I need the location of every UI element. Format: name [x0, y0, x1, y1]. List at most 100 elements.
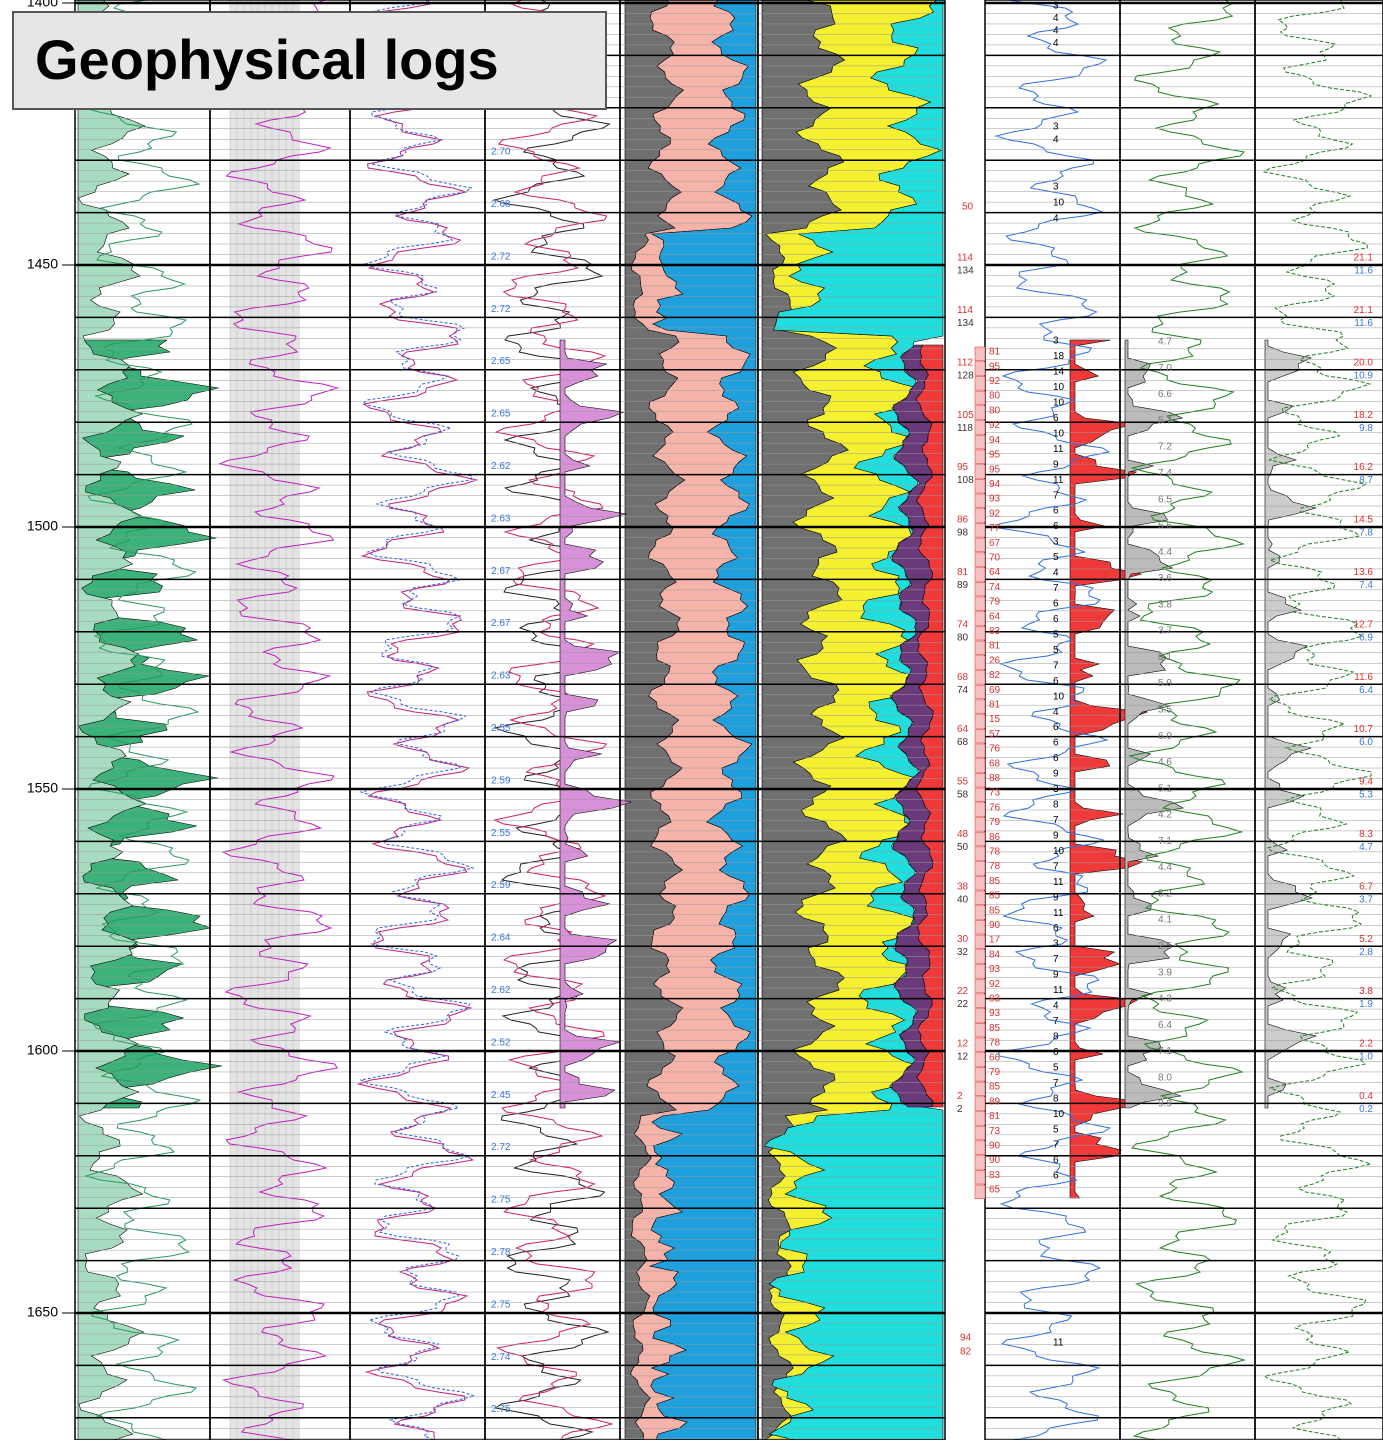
interval-box: [975, 1170, 985, 1184]
value-label: 1.0: [1359, 1052, 1373, 1063]
value-label: 2.70: [491, 147, 511, 158]
value-label: 7: [1053, 583, 1059, 594]
interval-box: [975, 656, 985, 670]
value-label: 93: [989, 1008, 1001, 1019]
value-label: 66: [989, 1052, 1001, 1063]
value-label: 93: [989, 994, 1001, 1005]
value-label: 1500: [27, 518, 58, 534]
value-label: 21.1: [1354, 253, 1374, 264]
interval-box: [975, 729, 985, 743]
interval-box: [975, 1156, 985, 1170]
interval-box: [975, 994, 985, 1008]
value-label: 4.4: [1158, 547, 1172, 558]
interval-box: [975, 759, 985, 773]
value-label: 6.6: [1158, 389, 1172, 400]
value-label: 6: [1053, 521, 1059, 532]
value-label: 80: [989, 405, 1001, 416]
value-label: 10.7: [1354, 724, 1374, 735]
value-label: 95: [989, 450, 1001, 461]
interval-box: [975, 435, 985, 449]
value-label: 17: [989, 935, 1001, 946]
interval-box: [975, 817, 985, 831]
value-label: 7: [1053, 660, 1059, 671]
value-label: 134: [957, 318, 974, 329]
value-label: 81: [989, 1111, 1001, 1122]
interval-box: [975, 685, 985, 699]
value-label: 4.7: [1158, 337, 1172, 348]
value-label: 6: [1053, 1155, 1059, 1166]
value-label: 76: [989, 802, 1001, 813]
value-label: 2.72: [491, 1142, 511, 1153]
value-label: 79: [989, 1067, 1001, 1078]
interval-box: [975, 803, 985, 817]
value-label: 2.59: [491, 775, 511, 786]
interval-box: [975, 950, 985, 964]
value-label: 90: [989, 1155, 1001, 1166]
value-label: 65: [989, 1185, 1001, 1196]
value-label: 7: [1053, 861, 1059, 872]
value-label: 7.1: [1158, 836, 1172, 847]
perm-fill: [1265, 340, 1316, 1108]
value-label: 18.2: [1354, 410, 1374, 421]
value-label: 2.75: [491, 1195, 511, 1206]
page: 1400145015001550160016502.702.682.722.72…: [0, 0, 1383, 1440]
interval-box: [975, 406, 985, 420]
value-label: 9.4: [1359, 777, 1373, 788]
value-label: 112: [957, 357, 973, 368]
interval-box: [975, 538, 985, 552]
value-label: 95: [989, 361, 1001, 372]
value-label: 9: [1053, 970, 1059, 981]
value-label: 1650: [27, 1304, 58, 1320]
value-label: 2.63: [491, 671, 511, 682]
value-label: 2.62: [491, 461, 511, 472]
value-label: 128: [957, 370, 974, 381]
value-label: 15: [989, 714, 1001, 725]
interval-box: [975, 700, 985, 714]
value-label: 2.72: [491, 251, 511, 262]
value-label: 57: [989, 729, 1001, 740]
value-label: 90: [989, 920, 1001, 931]
value-label: 1550: [27, 780, 58, 796]
value-label: 85: [989, 905, 1001, 916]
value-label: 22: [957, 999, 969, 1010]
value-label: 69: [989, 685, 1001, 696]
value-label: 3: [1053, 182, 1059, 193]
value-label: 5.2: [1158, 888, 1172, 899]
log-plot: 1400145015001550160016502.702.682.722.72…: [0, 0, 1383, 1440]
value-label: 4.1: [1158, 915, 1172, 926]
value-label: 11: [1053, 1338, 1064, 1349]
value-label: 11.6: [1354, 266, 1373, 277]
value-label: 32: [957, 947, 969, 958]
value-label: 74: [957, 685, 969, 696]
value-label: 3.9: [1158, 967, 1172, 978]
value-label: 21.1: [1354, 305, 1374, 316]
value-label: 12.7: [1354, 619, 1374, 630]
value-label: 114: [957, 305, 973, 316]
value-label: 3: [1053, 537, 1059, 548]
value-label: 11.6: [1354, 318, 1373, 329]
value-label: 2.78: [491, 1247, 511, 1258]
value-label: 11: [1053, 444, 1064, 455]
interval-box: [975, 832, 985, 846]
value-label: 78: [989, 1038, 1001, 1049]
value-label: 18: [1053, 351, 1065, 362]
value-label: 5: [1053, 552, 1059, 563]
value-label: 9: [1053, 769, 1059, 780]
value-label: 8.7: [1359, 475, 1373, 486]
value-label: 5.2: [1359, 934, 1373, 945]
interval-box: [975, 1023, 985, 1037]
value-label: 40: [957, 894, 969, 905]
value-label: 12: [957, 1039, 969, 1050]
value-label: 58: [957, 790, 969, 801]
value-label: 3.1: [1158, 652, 1172, 663]
value-label: 11.6: [1354, 672, 1373, 683]
value-label: 5: [1053, 1124, 1059, 1135]
value-label: 79: [989, 817, 1001, 828]
value-label: 2.67: [491, 566, 511, 577]
value-label: 68: [957, 737, 969, 748]
value-label: 2.67: [491, 618, 511, 629]
interval-box: [975, 1126, 985, 1140]
background-layer: [75, 0, 1383, 1440]
value-label: 12: [957, 1052, 969, 1063]
interval-box: [975, 1067, 985, 1081]
